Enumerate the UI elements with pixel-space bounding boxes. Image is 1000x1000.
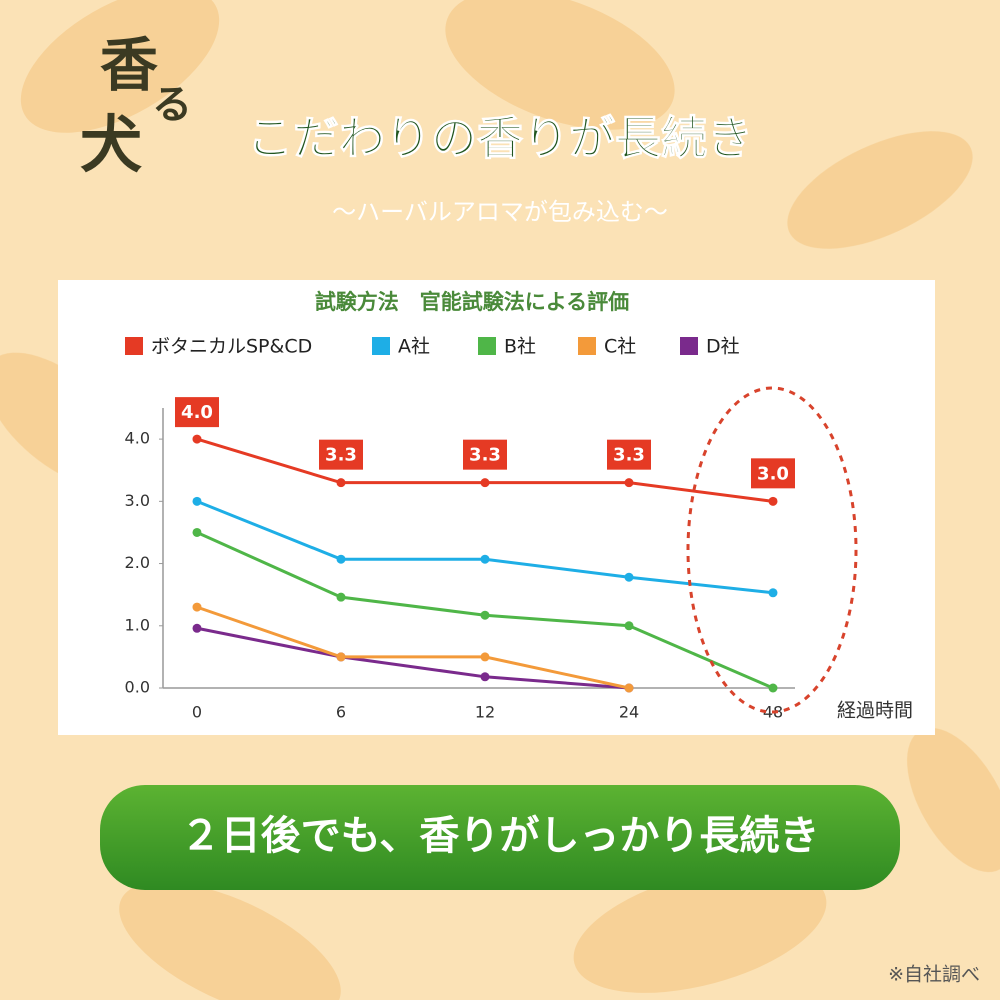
point — [480, 610, 490, 620]
point — [192, 602, 202, 612]
value-label: 4.0 — [181, 402, 213, 423]
value-label-bg — [463, 439, 507, 470]
legend-swatch — [578, 337, 596, 355]
legend-label: B社 — [504, 336, 536, 358]
point — [768, 496, 778, 506]
x-tick-label: 6 — [336, 703, 346, 722]
value-label-bg — [319, 439, 363, 470]
point — [624, 621, 634, 631]
series-line — [196, 605, 630, 690]
headline: こだわりの香りが長続き — [247, 111, 753, 165]
point — [192, 434, 202, 444]
legend-label: ボタニカルSP&CD — [151, 336, 312, 358]
point — [480, 554, 490, 564]
value-label: 3.3 — [613, 445, 645, 466]
logo-char: 犬 — [80, 108, 142, 181]
point — [624, 478, 634, 488]
point — [336, 592, 346, 602]
logo: 香 る 犬 — [80, 31, 192, 181]
point — [336, 554, 346, 564]
value-label-bg — [175, 397, 219, 428]
x-tick-label: 0 — [192, 703, 202, 722]
value-label: 3.3 — [469, 445, 501, 466]
subheadline: 〜ハーバルアロマが包み込む〜 — [332, 198, 668, 226]
banner: ２日後でも、香りがしっかり長続き — [181, 813, 820, 859]
point — [480, 652, 490, 662]
point — [768, 683, 778, 693]
chart-title: 試験方法 官能試験法による評価 — [315, 290, 629, 314]
logo-char: る — [152, 81, 192, 128]
point — [768, 588, 778, 598]
point — [624, 683, 634, 693]
x-tick-label: 12 — [475, 703, 495, 722]
highlight-ellipse — [686, 386, 858, 714]
point — [192, 496, 202, 506]
legend-swatch — [372, 337, 390, 355]
x-tick-label: 24 — [619, 703, 639, 722]
y-tick-label: 2.0 — [125, 553, 150, 572]
point — [480, 478, 490, 488]
value-label: 3.3 — [325, 445, 357, 466]
legend-label: C社 — [604, 336, 636, 358]
banner-bg — [100, 785, 900, 890]
point — [192, 623, 202, 633]
y-tick-label: 3.0 — [125, 491, 150, 510]
legend-swatch — [478, 337, 496, 355]
legend-label: A社 — [398, 336, 430, 358]
y-tick-label: 4.0 — [125, 429, 150, 448]
logo-char: 香 — [100, 31, 158, 99]
value-label-bg — [607, 439, 651, 470]
note: ※自社調べ — [888, 964, 980, 986]
value-label: 3.0 — [757, 463, 789, 484]
series-line — [196, 626, 630, 690]
point — [480, 672, 490, 682]
point — [192, 527, 202, 537]
legend-swatch — [125, 337, 143, 355]
point — [336, 478, 346, 488]
legend-swatch — [680, 337, 698, 355]
y-tick-label: 1.0 — [125, 615, 150, 634]
point — [336, 652, 346, 662]
y-tick-label: 0.0 — [125, 678, 150, 697]
point — [624, 572, 634, 582]
legend-label: D社 — [706, 336, 740, 358]
value-label-bg — [751, 458, 795, 489]
x-axis-label: 経過時間 — [837, 700, 913, 722]
